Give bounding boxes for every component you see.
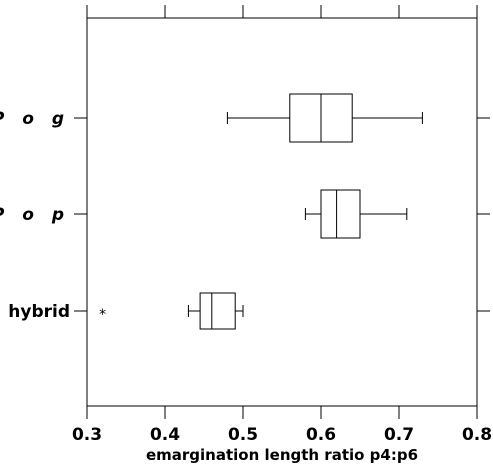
- x-tick-label-5: 0.8: [462, 425, 492, 445]
- x-tick-label-4: 0.7: [384, 425, 414, 445]
- category-label-2: hybrid: [8, 302, 70, 322]
- x-tick-label-1: 0.4: [150, 425, 180, 445]
- labels: 0.3 0.4 0.5 0.6 0.7 0.8 P o g P o p hybrid: [0, 109, 492, 445]
- box-iqr-2: [199, 292, 236, 330]
- box-group-0: [226, 93, 423, 143]
- plot-area-border: [86, 17, 478, 407]
- outlier-2-0: *: [99, 307, 106, 323]
- x-axis-title: emargination length ratio p4:p6: [146, 446, 418, 464]
- category-label-0: P o g: [0, 109, 70, 129]
- boxes: *: [99, 93, 423, 330]
- box-group-1: [304, 189, 408, 239]
- x-tick-label-0: 0.3: [72, 425, 102, 445]
- plot-frame: [86, 17, 478, 407]
- x-tick-label-3: 0.6: [306, 425, 336, 445]
- box-iqr-1: [320, 189, 361, 239]
- x-tick-label-2: 0.5: [228, 425, 258, 445]
- category-label-1: P o p: [0, 205, 70, 225]
- box-group-2: *: [99, 292, 244, 330]
- axis-ticks: [74, 5, 490, 419]
